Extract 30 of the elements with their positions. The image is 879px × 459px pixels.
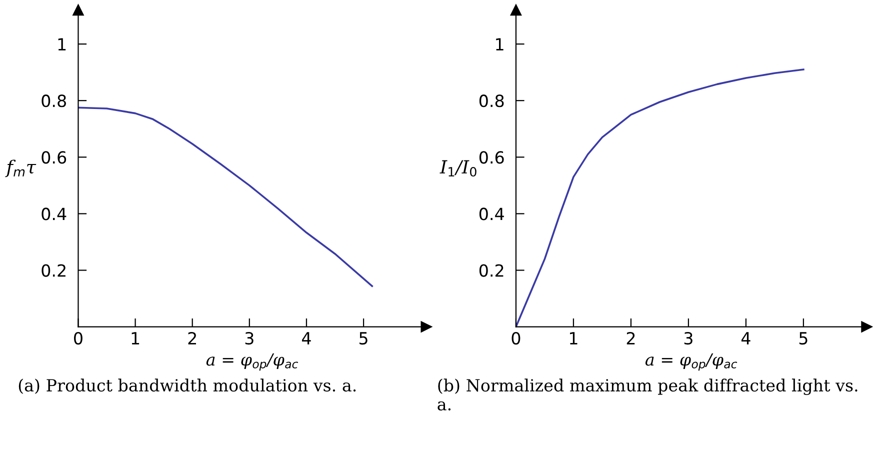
- y-tick-label: 0.4: [42, 208, 66, 220]
- x-tick-label: 2: [626, 332, 635, 344]
- x-tick-label: 3: [684, 332, 692, 345]
- x-tick-label: 1: [570, 332, 578, 344]
- y-tick-label: 0.6: [42, 151, 66, 164]
- x-tick-label: 5: [799, 332, 808, 345]
- y-tick-label: 0.8: [42, 94, 66, 108]
- x-tick-label: 4: [302, 332, 311, 344]
- y-axis-title: I$_{1}$/I$_{0}$: [440, 160, 476, 177]
- y-tick-label: 1: [496, 38, 504, 50]
- line-series: [78, 106, 374, 287]
- y-tick-label: 0.6: [479, 151, 504, 164]
- x-tick-label: 0: [74, 332, 82, 345]
- x-tick-label: 3: [245, 332, 254, 345]
- y-tick-label: 0.4: [479, 208, 504, 220]
- x-axis-title: a = φ$_{op}$/φ$_{ac}$: [645, 353, 738, 371]
- y-tick-label: 1: [58, 38, 66, 50]
- x-tick-label: 4: [741, 332, 750, 344]
- y-tick-label: 0.8: [479, 94, 504, 108]
- y-axis-title: f$_{m}$τ: [5, 160, 36, 178]
- x-tick-label: 5: [360, 332, 368, 345]
- text: (a) Product bandwidth modulation vs. a.: [18, 378, 356, 394]
- x-tick-label: 1: [132, 332, 140, 344]
- line-series: [516, 68, 804, 327]
- x-tick-label: 2: [188, 332, 196, 344]
- x-tick-label: 0: [512, 332, 520, 345]
- x-axis-title: a = φ$_{op}$/φ$_{ac}$: [206, 353, 298, 371]
- text: (b) Normalized maximum peak diffracted light vs. a.: [438, 378, 858, 410]
- y-tick-label: 0.2: [479, 264, 504, 277]
- y-tick-label: 0.2: [42, 264, 66, 277]
